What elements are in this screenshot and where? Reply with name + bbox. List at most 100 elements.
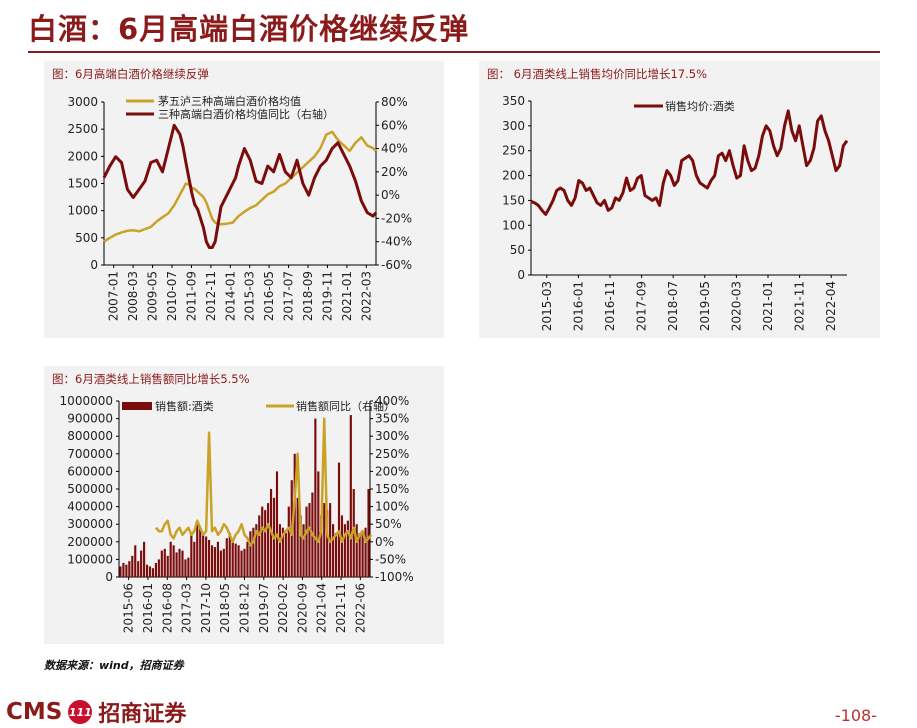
y-tick-label: 500 — [75, 231, 98, 245]
bar-sales — [190, 533, 193, 577]
y-tick-label: 200000 — [67, 535, 113, 549]
y-tick-label: 1000000 — [60, 394, 113, 408]
bar-sales — [163, 548, 166, 577]
y2-tick-label: 80% — [381, 95, 408, 109]
chart-title: 图：6月高端白酒价格继续反弹 — [52, 67, 209, 81]
bar-sales — [178, 548, 181, 577]
bar-sales — [225, 538, 228, 577]
bar-sales — [323, 503, 326, 577]
x-tick-label: 2019-11 — [320, 271, 334, 321]
x-tick-label: 2019-05 — [698, 281, 712, 331]
bar-sales — [231, 541, 234, 577]
bar-sales — [361, 533, 364, 577]
chart-title: 图： 6月酒类线上销售均价同比增长17.5% — [487, 67, 708, 81]
y2-tick-label: 40% — [381, 142, 408, 156]
legend-label: 茅五泸三种高端白酒价格均值 — [158, 94, 301, 108]
y2-tick-label: 400% — [375, 394, 409, 408]
bar-sales — [175, 552, 178, 577]
bar-sales — [243, 548, 246, 577]
page-number: -108- — [834, 706, 877, 725]
bar-sales — [314, 418, 317, 577]
y-tick-label: 300 — [502, 119, 525, 133]
chart-avg-price-svg: 0 50 100 150 200 250 300 350 2015-03 2016-01 2016-… — [502, 94, 849, 331]
title-rule — [28, 51, 880, 53]
chart-sales-svg: 0 100000 200000 300000 400000 500000 600000 700… — [60, 394, 414, 633]
y-tick-label: 50 — [510, 243, 525, 257]
bar-sales — [119, 566, 122, 577]
legend-label: 三种高端白酒价格均值同比（右轴） — [158, 107, 334, 121]
bar-sales — [367, 489, 370, 577]
bar-sales — [258, 515, 261, 577]
bar-sales — [332, 524, 335, 577]
legend-swatch — [122, 402, 152, 410]
y2-tick-label: 100% — [375, 500, 409, 514]
y2-tick-label: -60% — [381, 258, 412, 272]
bar-sales — [358, 533, 361, 577]
bar-sales — [202, 533, 205, 577]
x-tick-label: 2015-03 — [540, 281, 554, 331]
y2-tick-label: 0% — [375, 535, 394, 549]
x-tick-label: 2018-07 — [666, 281, 680, 331]
bar-sales — [172, 545, 175, 577]
bar-sales — [299, 515, 302, 577]
bar-sales — [287, 506, 290, 577]
bar-sales — [234, 543, 237, 577]
bar-sales — [160, 550, 163, 577]
series-line-yoy — [102, 123, 378, 250]
bar-sales — [305, 506, 308, 577]
bar-sales — [184, 559, 187, 577]
x-tick-label: 2018-05 — [218, 583, 232, 633]
bar-sales — [261, 506, 264, 577]
x-tick-label: 2014-01 — [223, 271, 237, 321]
x-tick-label: 2015-03 — [243, 271, 257, 321]
bar-sales — [228, 533, 231, 577]
bar-sales — [154, 562, 157, 577]
bar-sales — [264, 510, 267, 577]
bar-sales — [355, 524, 358, 577]
chart-title: 图：6月酒类线上销售额同比增长5.5% — [52, 372, 250, 386]
x-tick-label: 2016-11 — [603, 281, 617, 331]
series-line-avg-price — [530, 109, 849, 216]
bar-sales — [205, 536, 208, 577]
y2-tick-label: -40% — [381, 235, 412, 249]
bar-sales — [296, 497, 299, 577]
bar-sales — [326, 510, 329, 577]
chart-price-svg: 0 500 1000 1500 2000 2500 3000 -60% -40% -20% 0% 20… — [67, 94, 412, 321]
logo-text: CMS — [6, 699, 63, 725]
x-tick-label: 2010-07 — [165, 271, 179, 321]
x-tick-label: 2007-01 — [107, 271, 121, 321]
y2-tick-label: 200% — [375, 464, 409, 478]
bar-sales — [207, 540, 211, 577]
cms-logo: CMS 111 招商证券 — [6, 698, 186, 727]
bar-sales — [349, 415, 352, 577]
x-tick-label: 2016-01 — [141, 583, 155, 633]
x-tick-label: 2021-11 — [334, 583, 348, 633]
y-tick-label: 150 — [502, 193, 525, 207]
x-tick-label: 2021-01 — [340, 271, 354, 321]
bar-sales — [131, 555, 134, 577]
x-tick-label: 2019-07 — [257, 583, 271, 633]
x-tick-label: 2011-09 — [184, 271, 198, 321]
legend-label: 销售额同比（右轴） — [296, 399, 395, 413]
x-tick-label: 2016-01 — [571, 281, 585, 331]
y2-tick-label: 20% — [381, 165, 408, 179]
y-tick-label: 0 — [517, 268, 525, 282]
y-tick-label: 500000 — [67, 482, 113, 496]
bar-sales — [249, 531, 252, 577]
bar-sales — [240, 550, 243, 577]
bar-sales — [222, 548, 225, 577]
bar-sales — [320, 515, 323, 577]
bar-sales — [166, 555, 169, 577]
bar-sales — [125, 564, 128, 577]
bar-sales — [140, 550, 143, 577]
y-tick-label: 2500 — [67, 122, 98, 136]
bar-sales — [281, 527, 284, 577]
bar-sales — [193, 541, 196, 577]
y2-tick-label: 50% — [375, 517, 402, 531]
x-tick-label: 2022-03 — [359, 271, 373, 321]
x-tick-label: 2009-05 — [146, 271, 160, 321]
y-tick-label: 350 — [502, 94, 525, 108]
bar-sales — [137, 561, 140, 577]
y2-tick-label: -100% — [375, 570, 414, 584]
x-tick-label: 2017-07 — [282, 271, 296, 321]
